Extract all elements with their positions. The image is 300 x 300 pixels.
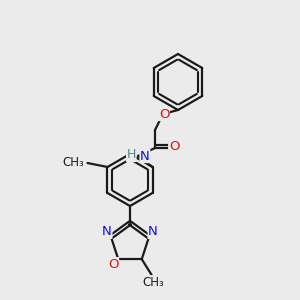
Text: N: N xyxy=(102,225,112,238)
Text: H: H xyxy=(127,148,136,161)
Text: O: O xyxy=(159,107,169,121)
Text: CH₃: CH₃ xyxy=(63,155,85,169)
Text: O: O xyxy=(169,140,179,154)
Text: CH₃: CH₃ xyxy=(142,276,164,289)
Text: O: O xyxy=(108,258,119,271)
Text: N: N xyxy=(148,225,158,238)
Text: N: N xyxy=(140,149,150,163)
